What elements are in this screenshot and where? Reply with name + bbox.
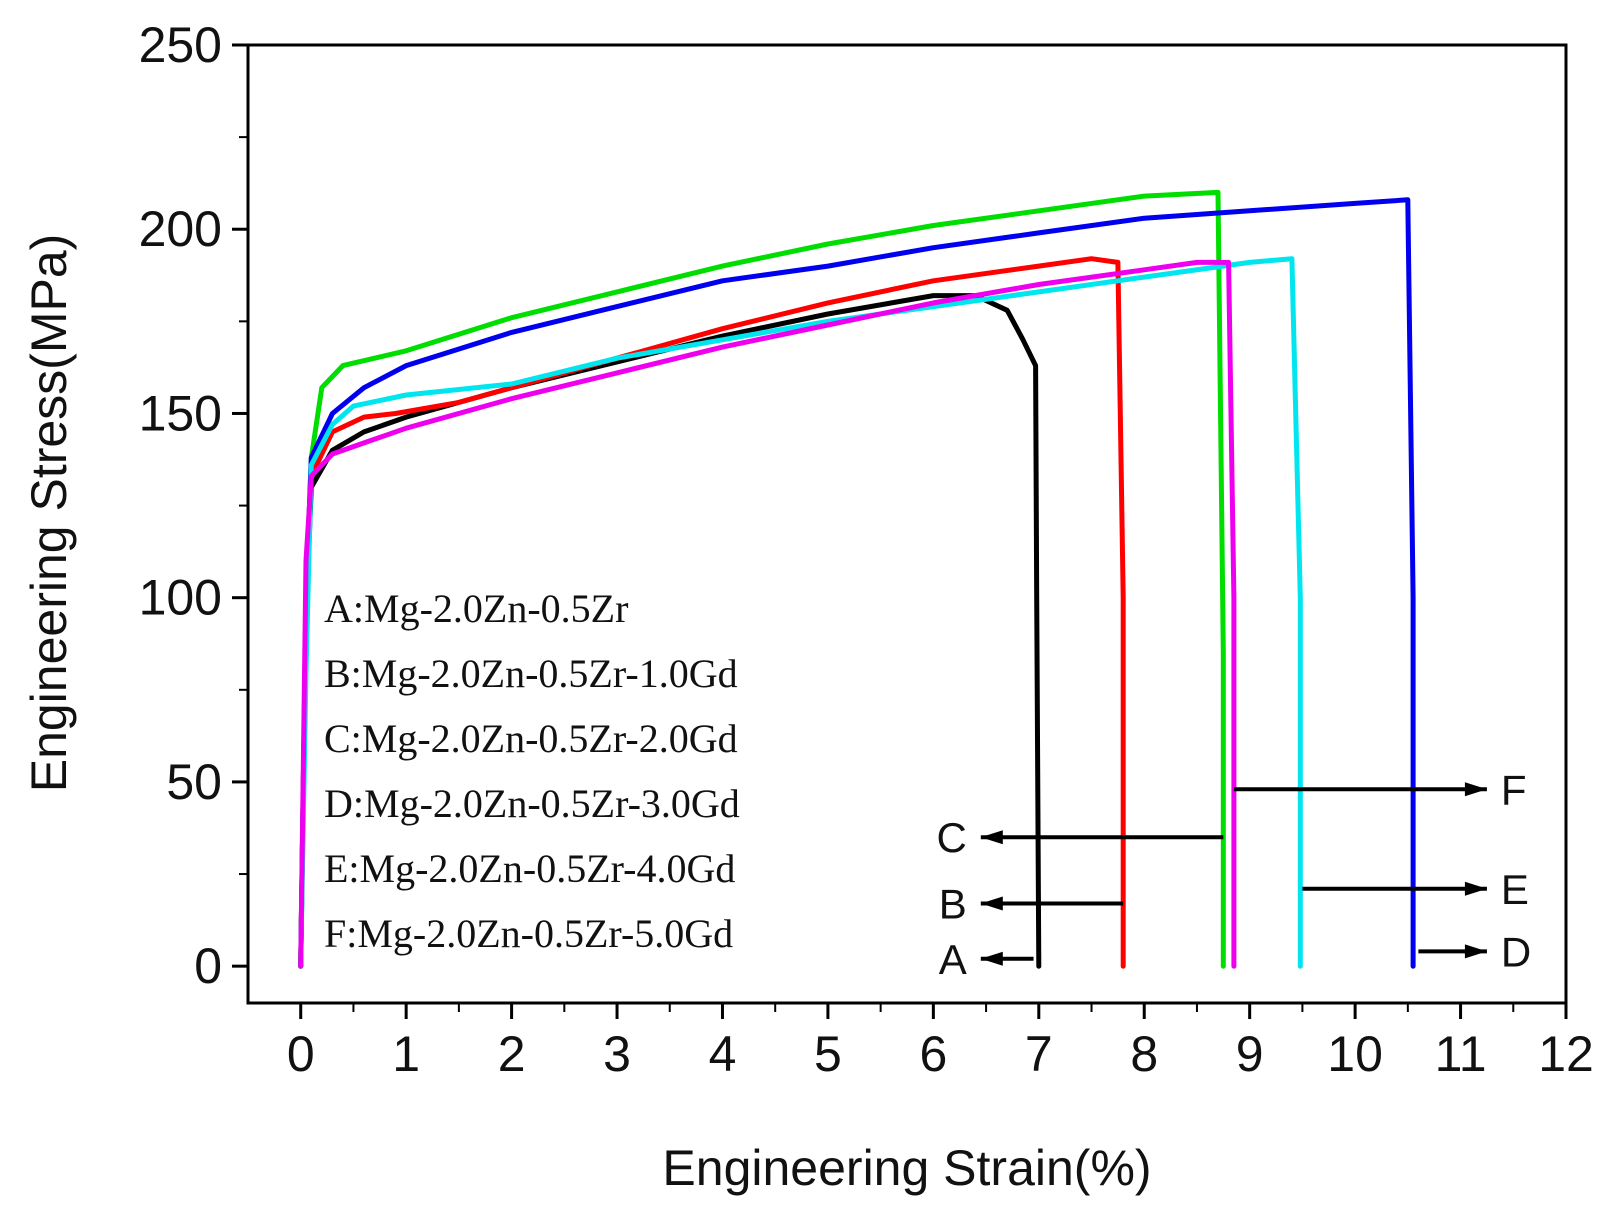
y-tick-label: 100 (139, 570, 222, 626)
plot-border (246, 43, 1568, 1005)
x-tick-label: 7 (1025, 1026, 1053, 1082)
x-axis-ticks: 0 1 2 3 4 5 6 7 8 9 10 11 12 (287, 1003, 1594, 1082)
annotation-label-c: C (936, 814, 966, 861)
y-tick-label: 200 (139, 201, 222, 257)
legend: A:Mg-2.0Zn-0.5Zr B:Mg-2.0Zn-0.5Zr-1.0Gd C:… (324, 586, 740, 956)
x-tick-label: 10 (1327, 1026, 1383, 1082)
annotation-arrowhead-b (980, 896, 1003, 911)
legend-entry: D:Mg-2.0Zn-0.5Zr-3.0Gd (324, 781, 740, 826)
legend-entry: E:Mg-2.0Zn-0.5Zr-4.0Gd (324, 846, 735, 891)
series-line-f (298, 259, 1237, 969)
x-tick-label: 4 (709, 1026, 737, 1082)
y-tick-label: 150 (139, 385, 222, 441)
annotation-layer: ABC F ED (936, 766, 1531, 982)
y-axis-ticks: 0 50 100 150 200 250 (139, 17, 248, 994)
annotation-label-d: D (1501, 928, 1531, 975)
y-axis-title: Engineering Stress(MPa) (21, 234, 77, 793)
x-tick-label: 9 (1236, 1026, 1264, 1082)
x-tick-label: 8 (1130, 1026, 1158, 1082)
legend-entry: A:Mg-2.0Zn-0.5Zr (324, 586, 628, 631)
series-layer (298, 189, 1416, 969)
annotation-label-e: E (1501, 866, 1529, 913)
annotation-arrowhead-c (980, 830, 1003, 845)
x-tick-label: 6 (919, 1026, 947, 1082)
plot-frame (246, 43, 1568, 1005)
x-axis-title: Engineering Strain(%) (662, 1140, 1151, 1196)
legend-entry: B:Mg-2.0Zn-0.5Zr-1.0Gd (324, 651, 738, 696)
x-tick-label: 3 (603, 1026, 631, 1082)
x-tick-label: 5 (814, 1026, 842, 1082)
y-tick-label: 250 (139, 17, 222, 73)
x-tick-label: 0 (287, 1026, 315, 1082)
x-tick-label: 1 (392, 1026, 420, 1082)
annotation-arrowhead-e (1464, 881, 1487, 896)
annotation-label-f: F (1501, 766, 1527, 813)
series-line-d (298, 197, 1416, 969)
legend-entry: F:Mg-2.0Zn-0.5Zr-5.0Gd (324, 911, 733, 956)
x-tick-label: 11 (1435, 1026, 1487, 1082)
annotation-arrowhead-f (1464, 782, 1487, 797)
x-tick-label: 12 (1538, 1026, 1594, 1082)
legend-entry: C:Mg-2.0Zn-0.5Zr-2.0Gd (324, 716, 738, 761)
annotation-label-b: B (939, 881, 967, 928)
annotation-arrowhead-a (980, 951, 1003, 966)
annotation-label-a: A (939, 936, 967, 983)
x-tick-label: 2 (498, 1026, 526, 1082)
series-line-c (298, 189, 1226, 969)
y-tick-label: 0 (194, 938, 222, 994)
y-tick-label: 50 (166, 754, 222, 810)
series-line-e (298, 256, 1303, 969)
annotation-arrowhead-d (1464, 944, 1487, 959)
